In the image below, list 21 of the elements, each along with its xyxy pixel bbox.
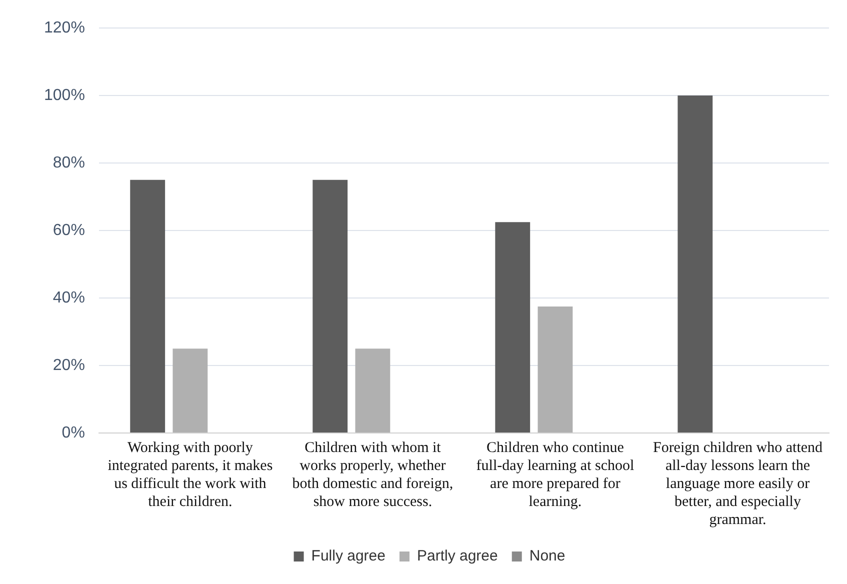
bar: [495, 222, 530, 432]
y-tick-label: 20%: [52, 356, 85, 374]
y-tick-label: 60%: [52, 222, 85, 239]
bar: [130, 180, 166, 432]
y-tick-label: 0%: [62, 424, 85, 442]
x-tick-label: Working with poorly integrated parents, it makes us difficult the work with their children.: [108, 440, 273, 510]
y-tick-label: 40%: [52, 289, 85, 306]
legend-label: Fully agree: [311, 548, 386, 565]
bar: [678, 96, 713, 432]
bar: [538, 306, 573, 432]
bar: [312, 180, 348, 432]
bar: [172, 348, 208, 432]
legend-label: None: [529, 548, 566, 565]
y-tick-label: 120%: [44, 19, 85, 36]
y-tick-label: 80%: [52, 154, 85, 172]
x-tick-label: Children who continue full-day learning at school are more prepared for learning.: [476, 440, 634, 510]
bar: [355, 348, 390, 432]
x-tick-label: Foreign children who attend all-day lessons learn the language more easily or better, and especially grammar.: [652, 440, 824, 528]
y-tick-label: 100%: [44, 86, 85, 104]
x-tick-label: Children with whom it works properly, whether both domestic and foreign, show more success.: [292, 440, 454, 510]
legend-label: Partly agree: [416, 548, 498, 565]
